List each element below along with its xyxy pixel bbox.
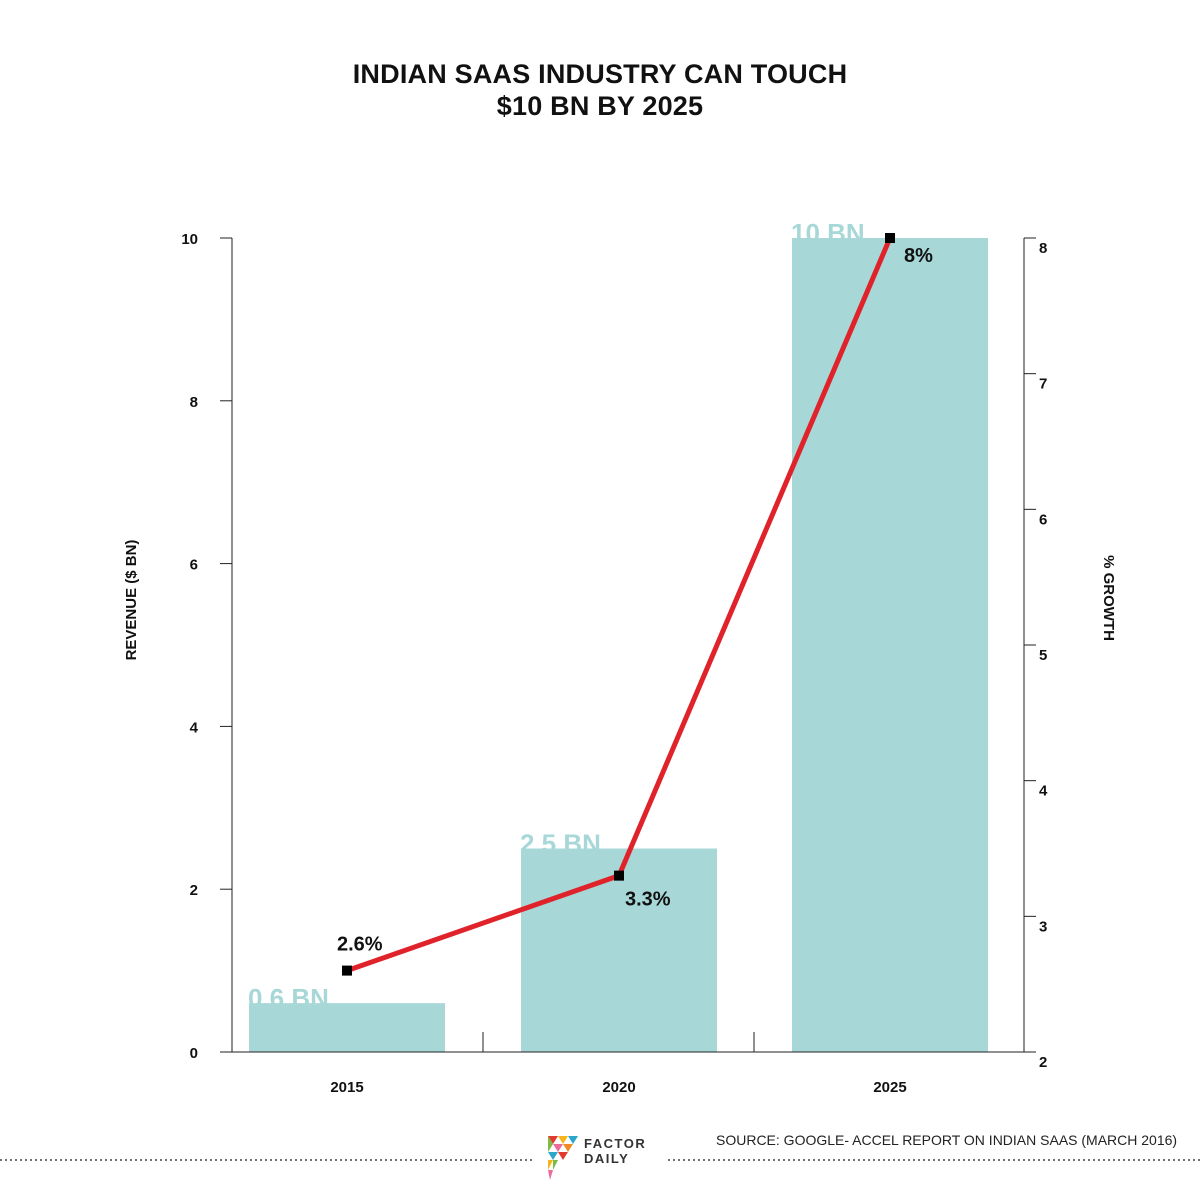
bar-label-2020: 2.5 BN — [520, 829, 601, 859]
growth-marker-2015 — [342, 965, 352, 976]
y2-tick-label-4: 4 — [1039, 783, 1048, 800]
x-tick-label-2015: 2015 — [330, 1079, 363, 1096]
y2-tick-label-8: 8 — [1039, 240, 1047, 257]
y-tick-label-6: 6 — [190, 557, 198, 574]
factor-daily-logo: FACTOR DAILY — [548, 1136, 668, 1186]
growth-label-2015: 2.6% — [337, 934, 383, 956]
bar-2020 — [521, 848, 717, 1052]
y-tick-label-0: 0 — [190, 1045, 198, 1062]
logo-mark-icon — [548, 1136, 578, 1180]
growth-label-2020: 3.3% — [625, 889, 671, 911]
growth-label-2025: 8% — [904, 245, 933, 267]
y2-axis-title: % GROWTH — [1100, 555, 1117, 641]
y-tick-label-2: 2 — [190, 882, 198, 899]
bar-label-2015: 0.6 BN — [248, 983, 329, 1013]
y2-tick-label-7: 7 — [1039, 376, 1047, 393]
growth-marker-2020 — [614, 870, 624, 881]
brand-line-1: FACTOR — [584, 1136, 647, 1151]
chart-title: INDIAN SAAS INDUSTRY CAN TOUCH $10 BN BY… — [0, 58, 1200, 122]
x-tick-label-2020: 2020 — [602, 1079, 635, 1096]
source-note: SOURCE: GOOGLE- ACCEL REPORT ON INDIAN S… — [716, 1132, 1178, 1148]
x-tick-label-2025: 2025 — [873, 1079, 906, 1096]
brand-line-2: DAILY — [584, 1151, 630, 1166]
y-tick-label-10: 10 — [181, 231, 198, 248]
title-line-1: INDIAN SAAS INDUSTRY CAN TOUCH — [352, 59, 848, 89]
bar-2025 — [792, 238, 988, 1052]
y2-tick-label-3: 3 — [1039, 918, 1047, 935]
y-tick-label-4: 4 — [190, 719, 199, 736]
bar-2015 — [249, 1003, 445, 1052]
y2-tick-label-2: 2 — [1039, 1054, 1047, 1071]
bar-label-2025: 10 BN — [791, 218, 865, 248]
y2-tick-label-6: 6 — [1039, 511, 1047, 528]
growth-marker-2025 — [885, 233, 895, 243]
title-line-2: $10 BN BY 2025 — [496, 91, 704, 121]
y2-tick-label-5: 5 — [1039, 647, 1047, 664]
y-tick-label-8: 8 — [190, 394, 198, 411]
y-axis-title: REVENUE ($ BN) — [123, 540, 140, 661]
